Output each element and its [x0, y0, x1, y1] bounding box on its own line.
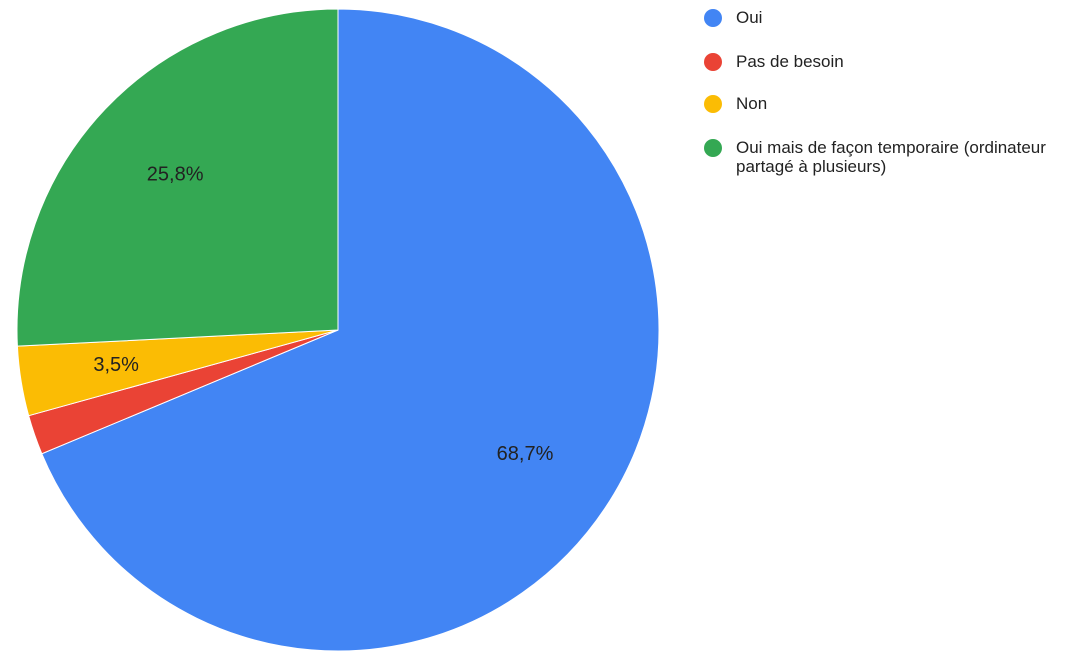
slice-label: 68,7% — [497, 443, 554, 465]
pie-slice — [16, 8, 339, 347]
legend-label: Oui mais de façon temporaire (ordinateur… — [736, 138, 1046, 176]
slice-label: 3,5% — [93, 354, 139, 376]
legend-item: Oui — [704, 8, 1056, 27]
pie-slice — [41, 8, 660, 652]
legend-item: Pas de besoin — [704, 52, 1056, 71]
legend-label: Pas de besoin — [736, 52, 844, 71]
legend-swatch — [704, 139, 722, 157]
legend-swatch — [704, 95, 722, 113]
legend-item: Non — [704, 94, 1056, 113]
legend-swatch — [704, 53, 722, 71]
pie-area: 68,7% 3,5% 25,8% — [16, 8, 660, 652]
legend-label: Non — [736, 94, 768, 113]
legend-item: Oui mais de façon temporaire (ordinateur… — [704, 138, 1056, 176]
legend-swatch — [704, 9, 722, 27]
slice-label: 25,8% — [147, 163, 204, 185]
legend-label: Oui — [736, 8, 763, 27]
